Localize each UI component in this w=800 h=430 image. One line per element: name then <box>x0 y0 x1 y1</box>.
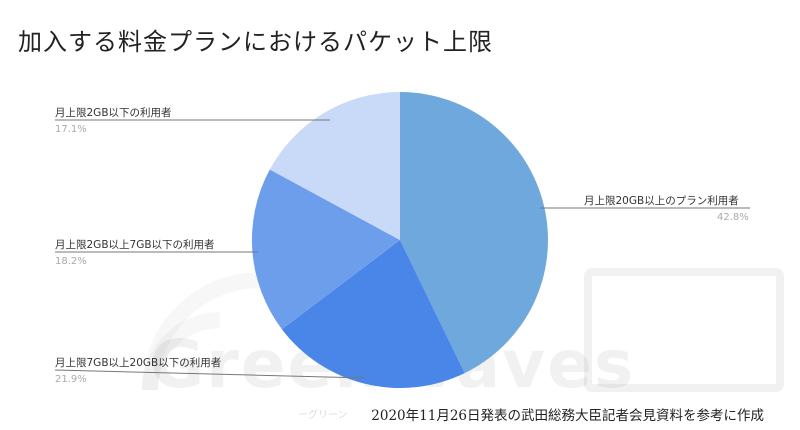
chart-title: 加入する料金プランにおけるパケット上限 <box>18 28 493 56</box>
slice-2-7gb[interactable] <box>251 169 400 330</box>
pct-2-7gb: 18.2% <box>55 256 87 267</box>
label-20gb-plus: 月上限20GB以上のプラン利用者 <box>584 195 739 207</box>
pct-20gb-plus: 42.8% <box>717 212 749 223</box>
pct-under-2gb: 17.1% <box>55 124 87 135</box>
label-under-2gb: 月上限2GB以下の利用者 <box>55 107 172 119</box>
slice-20gb-plus[interactable] <box>400 92 548 374</box>
label-2-7gb: 月上限2GB以上7GB以下の利用者 <box>55 239 215 251</box>
source-note: 2020年11月26日発表の武田総務大臣記者会見資料を参考に作成 <box>371 408 764 424</box>
pct-7-20gb: 21.9% <box>55 374 87 385</box>
slice-7-20gb[interactable] <box>281 240 465 388</box>
watermark-subtext: ーグリーン <box>298 410 348 421</box>
label-7-20gb: 月上限7GB以上20GB以下の利用者 <box>55 357 222 369</box>
slice-under-2gb[interactable] <box>269 91 400 240</box>
watermark-frame-icon <box>584 268 784 392</box>
leader-lines <box>54 119 750 379</box>
pie-slices <box>251 91 548 388</box>
